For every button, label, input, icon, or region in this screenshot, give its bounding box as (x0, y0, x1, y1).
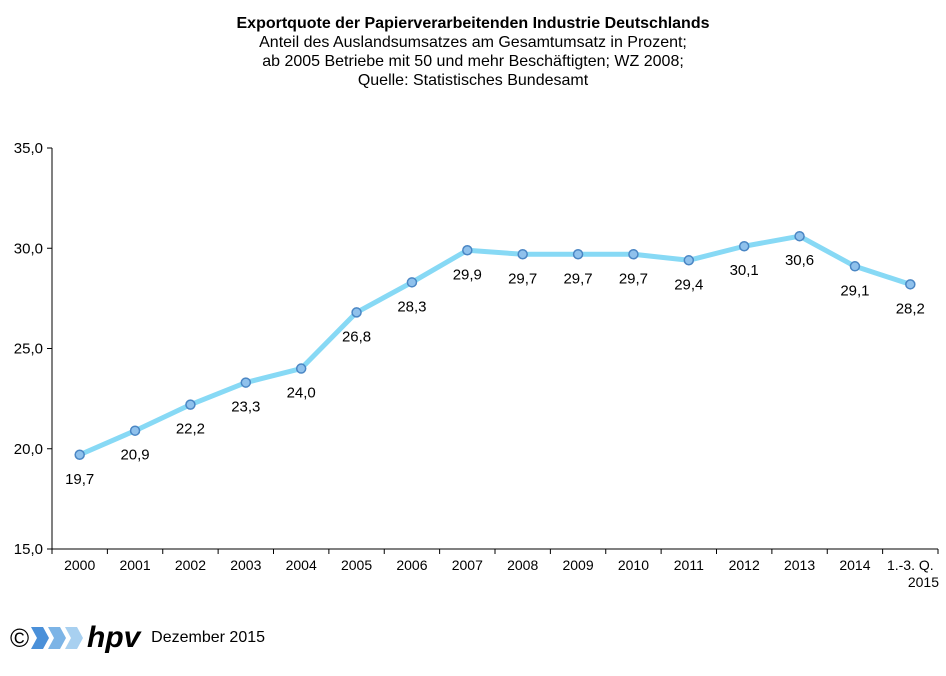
data-label: 29,7 (508, 270, 537, 287)
x-tick-label: 2007 (452, 557, 483, 573)
x-tick-label: 2000 (64, 557, 95, 573)
data-label: 29,9 (453, 266, 482, 283)
y-tick-label: 35,0 (14, 140, 43, 157)
data-point (738, 240, 750, 252)
data-point (462, 245, 473, 256)
y-tick-label: 25,0 (14, 341, 43, 358)
footer-date: Dezember 2015 (151, 629, 266, 646)
x-tick-label: 2004 (286, 557, 317, 573)
x-tick-label: 2001 (119, 557, 150, 573)
x-tick-label: 2015 (908, 574, 939, 590)
y-tick-label: 15,0 (14, 541, 43, 558)
x-tick-label: 2003 (230, 557, 261, 573)
data-label: 26,8 (342, 328, 371, 345)
series-line (77, 233, 913, 458)
chart-title: Exportquote der Papierverarbeitenden Ind… (236, 15, 710, 32)
data-label: 19,7 (65, 471, 94, 488)
data-point (572, 249, 584, 260)
data-label: 28,3 (397, 298, 426, 315)
x-tick-label: 2010 (618, 557, 649, 573)
x-tick-label: 2012 (729, 557, 760, 573)
x-tick-label: 2006 (396, 557, 427, 573)
data-point (351, 307, 362, 318)
data-point (794, 230, 805, 242)
x-tick-label: 2008 (507, 557, 538, 573)
data-point (849, 261, 861, 272)
data-point (240, 377, 252, 388)
x-tick-label: 2014 (839, 557, 870, 573)
data-label: 29,7 (563, 270, 592, 287)
hpv-logo: hpv (87, 621, 143, 654)
x-tick-label: 2002 (175, 557, 206, 573)
data-point (129, 425, 141, 436)
copyright-symbol: © (10, 623, 30, 653)
chart-subtitle-line-1: Anteil des Auslandsumsatzes am Gesamtums… (259, 34, 687, 51)
data-label: 22,2 (176, 421, 205, 438)
data-label: 23,3 (231, 399, 260, 416)
data-point (683, 255, 695, 266)
chart-title-block: Exportquote der Papierverarbeitenden Ind… (0, 14, 946, 90)
data-label: 29,4 (674, 276, 703, 293)
data-point (406, 277, 418, 288)
data-point (517, 249, 528, 260)
x-tick-label: 2011 (674, 557, 704, 573)
y-tick-label: 30,0 (14, 240, 43, 257)
footer: © hpv Dezember 2015 (10, 620, 265, 656)
data-point (74, 449, 85, 461)
hpv-chevron-logo-icon (31, 627, 84, 649)
x-tick-label: 1.-3. Q. (887, 557, 934, 573)
data-point (905, 279, 916, 290)
hpv-logo-text: hpv (87, 621, 143, 654)
x-tick-label: 2013 (784, 557, 815, 573)
data-label: 29,7 (619, 270, 648, 287)
chart-subtitle-line-2: ab 2005 Betriebe mit 50 und mehr Beschäf… (262, 53, 684, 70)
data-label: 20,9 (120, 447, 149, 464)
y-tick-label: 20,0 (14, 441, 43, 458)
data-label: 24,0 (287, 385, 316, 402)
x-tick-label: 2009 (562, 557, 593, 573)
data-point (185, 399, 196, 410)
chart-subtitle-line-3: Quelle: Statistisches Bundesamt (357, 72, 589, 89)
data-label: 30,6 (785, 252, 814, 269)
data-point (295, 363, 307, 374)
data-label: 30,1 (730, 262, 759, 279)
x-tick-label: 2005 (341, 557, 372, 573)
data-label: 28,2 (896, 300, 925, 317)
data-label: 29,1 (840, 282, 869, 299)
data-point (628, 249, 639, 260)
